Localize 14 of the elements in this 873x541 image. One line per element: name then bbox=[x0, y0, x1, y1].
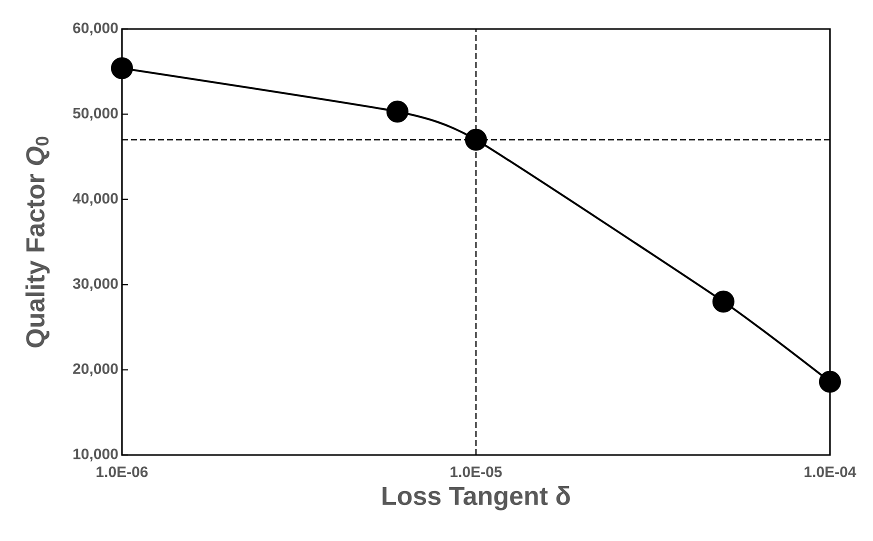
point bbox=[464, 128, 487, 151]
point bbox=[110, 57, 133, 80]
y-tick-label: 40,000 bbox=[72, 193, 118, 206]
y-tick-label: 20,000 bbox=[73, 363, 118, 376]
x-tick-label: 1.0E-04 bbox=[804, 466, 856, 478]
x-tick-label: 1.0E-05 bbox=[450, 466, 502, 478]
y-tick-label: 60,000 bbox=[73, 22, 118, 36]
x-axis-title: Loss Tangent δ bbox=[382, 486, 570, 510]
y-axis-title: Quality Factor Q$_{0}$ bbox=[25, 136, 50, 348]
y-tick-label: 10,000 bbox=[74, 448, 118, 462]
point bbox=[818, 370, 841, 393]
y-tick-label: 50,000 bbox=[73, 108, 118, 121]
y-tick-label: 30,000 bbox=[72, 278, 118, 291]
x-tick-label: 1.0E-06 bbox=[96, 466, 148, 478]
